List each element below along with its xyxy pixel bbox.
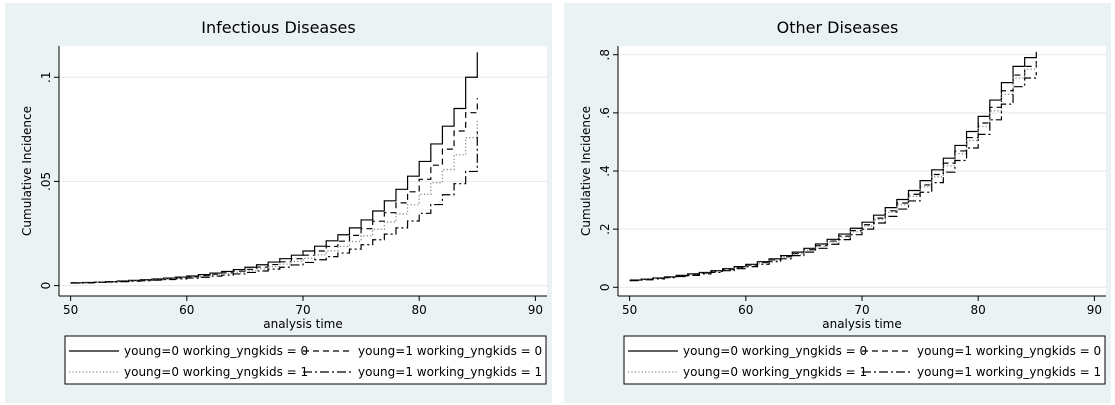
- legend-label: young=1 working_yngkids = 1: [917, 365, 1101, 379]
- y-tick-label: 0: [39, 282, 53, 290]
- y-tick-label: .8: [598, 49, 612, 60]
- chart-panel-1: Infectious Diseases 0 .05 .1 50 60 70 80 90 analy…: [5, 3, 552, 403]
- legend-label: young=0 working_yngkids = 0: [124, 344, 308, 358]
- x-tick-label: 50: [63, 303, 78, 317]
- legend-label: young=1 working_yngkids = 0: [358, 344, 542, 358]
- legend-label: young=0 working_yngkids = 1: [124, 365, 308, 379]
- x-axis-label: analysis time: [822, 317, 902, 331]
- series-line: [70, 131, 478, 284]
- x-tick-label: 60: [179, 303, 194, 317]
- y-tick-label: .2: [598, 223, 612, 234]
- legend-label: young=0 working_yngkids = 1: [683, 365, 867, 379]
- legend: [64, 335, 547, 385]
- y-tick-label: .4: [598, 165, 612, 176]
- y-axis-label: Cumulative Incidence: [20, 106, 34, 236]
- series-line: [629, 57, 1037, 281]
- x-tick-label: 50: [622, 303, 637, 317]
- x-tick-label: 70: [854, 303, 869, 317]
- x-tick-label: 60: [738, 303, 753, 317]
- x-tick-label: 70: [295, 303, 310, 317]
- chart-title: Other Diseases: [777, 18, 899, 37]
- chart-panel-2: Other Diseases 0 .2 .4 .6 .8 50 60 70 80 90 analysi…: [564, 3, 1111, 403]
- y-axis-label: Cumulative Incidence: [579, 106, 593, 236]
- series-line: [629, 72, 1037, 282]
- y-tick-label: .05: [39, 172, 53, 191]
- y-tick-label: .6: [598, 107, 612, 118]
- x-tick-label: 80: [971, 303, 986, 317]
- x-tick-label: 90: [1087, 303, 1102, 317]
- legend-label: young=0 working_yngkids = 0: [683, 344, 867, 358]
- legend-label: young=1 working_yngkids = 0: [917, 344, 1101, 358]
- x-axis-label: analysis time: [263, 317, 343, 331]
- y-tick-label: .1: [39, 72, 53, 83]
- legend-label: young=1 working_yngkids = 1: [358, 365, 542, 379]
- x-tick-label: 80: [412, 303, 427, 317]
- y-tick-label: 0: [598, 283, 612, 291]
- legend: [623, 335, 1106, 385]
- x-tick-label: 90: [528, 303, 543, 317]
- chart-title: Infectious Diseases: [201, 18, 355, 37]
